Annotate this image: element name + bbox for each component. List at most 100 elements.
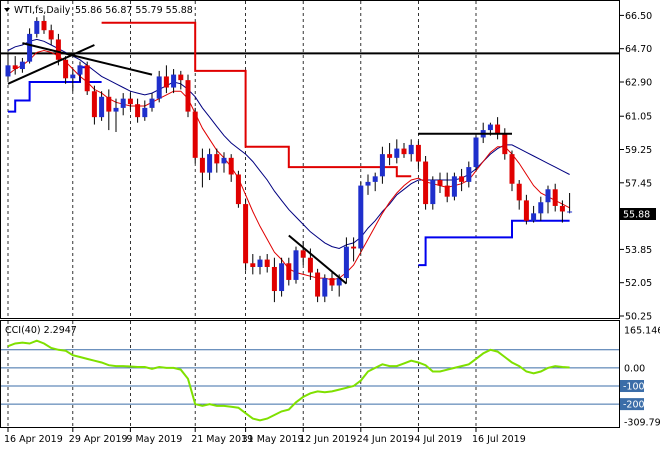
candle-body-bull xyxy=(322,278,328,297)
current-price-box xyxy=(620,208,656,220)
candle-body-bull xyxy=(221,157,227,164)
candle-body-bear xyxy=(523,200,529,221)
price-y-axis: 66.5064.7062.9061.0559.2557.4555.6553.85… xyxy=(620,11,652,323)
candle-body-bull xyxy=(70,74,76,79)
x-tick-label: 29 Apr 2019 xyxy=(69,434,128,445)
cci-level-lines xyxy=(1,349,619,405)
candle-body-bull xyxy=(538,202,544,214)
candle-body-bull xyxy=(430,180,436,205)
candle-body-bear xyxy=(444,185,450,197)
candle-body-bear xyxy=(12,65,18,70)
trend-line xyxy=(7,44,95,85)
candle-body-bear xyxy=(509,154,515,184)
current-price-label: 55.88 xyxy=(623,210,650,221)
candle-body-bear xyxy=(271,266,277,292)
price-tick-label: 59.25 xyxy=(625,145,652,156)
candle-body-bull xyxy=(451,176,457,197)
candle-body-bear xyxy=(315,272,321,297)
candle-body-bull xyxy=(207,154,213,173)
candle-body-bull xyxy=(19,61,25,70)
cci-tick-label: -309.796 xyxy=(624,418,660,429)
candle-body-bull xyxy=(408,144,414,155)
candle-body-bear xyxy=(516,183,522,201)
symbol-label: WTI,fs,Daily xyxy=(14,5,71,16)
candle-body-bear xyxy=(329,278,335,286)
candle-body-bear xyxy=(163,76,169,88)
candle-body-bull xyxy=(120,98,126,108)
price-tick-label: 57.45 xyxy=(625,178,652,189)
candle-body-bull xyxy=(365,181,371,186)
symbol-dropdown-icon[interactable] xyxy=(4,8,10,12)
candle-body-bear xyxy=(235,174,241,205)
candle-body-bear xyxy=(63,59,69,79)
price-tick-label: 62.90 xyxy=(625,77,652,88)
candle-body-bull xyxy=(545,189,551,203)
x-tick-label: 9 May 2019 xyxy=(126,434,182,445)
candle-body-bull xyxy=(257,259,263,267)
candle-body-bear xyxy=(264,259,270,267)
cci-series xyxy=(7,339,570,422)
candle-body-bull xyxy=(394,148,400,158)
candle-body-bear xyxy=(387,154,393,158)
candle-body-bull xyxy=(466,167,472,182)
candle-body-bull xyxy=(34,20,40,34)
price-tick-label: 50.25 xyxy=(625,312,652,323)
candle-body-bull xyxy=(487,124,493,131)
x-tick-label: 4 Jul 2019 xyxy=(414,434,462,445)
cci-line xyxy=(7,339,570,422)
candle-body-bear xyxy=(55,39,61,60)
candle-body-bear xyxy=(502,133,508,155)
cci-level-tag xyxy=(620,398,644,411)
ohlc-values: 55.86 56.87 55.79 55.88 xyxy=(75,5,193,16)
candle-body-bear xyxy=(91,91,97,118)
cci-tick-label: 165.1462 xyxy=(624,326,660,337)
candle-body-bear xyxy=(228,157,234,175)
candle-body-bull xyxy=(358,185,364,249)
candle-body-bear xyxy=(135,104,141,118)
trend-line xyxy=(22,42,153,76)
candle-body-bear xyxy=(84,65,90,92)
candle-body-bear xyxy=(199,157,205,173)
candle-body-bear xyxy=(48,30,54,40)
candle-body-bear xyxy=(214,154,220,164)
candle-body-bull xyxy=(156,76,162,99)
cci-level-tag xyxy=(620,380,644,393)
candle-body-bull xyxy=(336,278,342,286)
candle-body-bear xyxy=(178,74,184,81)
candle-body-bear xyxy=(423,161,429,205)
candle-body-bear xyxy=(559,205,565,212)
candle-body-bull xyxy=(113,107,119,112)
x-tick-label: 24 Jun 2019 xyxy=(357,434,414,445)
candle-body-bull xyxy=(171,74,177,88)
candle-body-bull xyxy=(343,246,349,279)
cci-y-axis: 165.1462 0.00 -100 -200 -309.796 xyxy=(620,326,660,429)
candle-body-bull xyxy=(149,98,155,108)
candle-body-bear xyxy=(459,176,465,182)
cci-tick-label: -100 xyxy=(623,382,645,393)
candle-body-bull xyxy=(473,137,479,168)
candle-body-bear xyxy=(243,204,249,264)
candle-body-bull xyxy=(372,176,378,182)
price-tick-label: 66.50 xyxy=(625,11,652,22)
candle-body-bear xyxy=(106,96,112,112)
candle-body-bull xyxy=(27,33,33,62)
candle-body-bear xyxy=(415,144,421,162)
candle-body-bear xyxy=(41,20,47,31)
price-tick-label: 64.70 xyxy=(625,44,652,55)
candle-body-bear xyxy=(300,250,306,258)
x-tick-label: 12 Jun 2019 xyxy=(299,434,356,445)
candle-body-bear xyxy=(250,263,256,267)
candle-body-bear xyxy=(192,111,198,158)
candle-body-bull xyxy=(531,213,537,221)
cci-tick-label: -200 xyxy=(623,400,645,411)
cci-tick-label: 0.00 xyxy=(624,363,645,374)
candle-body-bull xyxy=(567,211,573,213)
candle-body-bear xyxy=(307,257,313,273)
price-tick-label: 61.05 xyxy=(625,112,652,123)
candle-body-bear xyxy=(495,124,501,134)
x-tick-label: 16 Apr 2019 xyxy=(4,434,63,445)
x-tick-label: 21 May 2019 xyxy=(191,434,253,445)
candle-body-bull xyxy=(99,96,105,118)
